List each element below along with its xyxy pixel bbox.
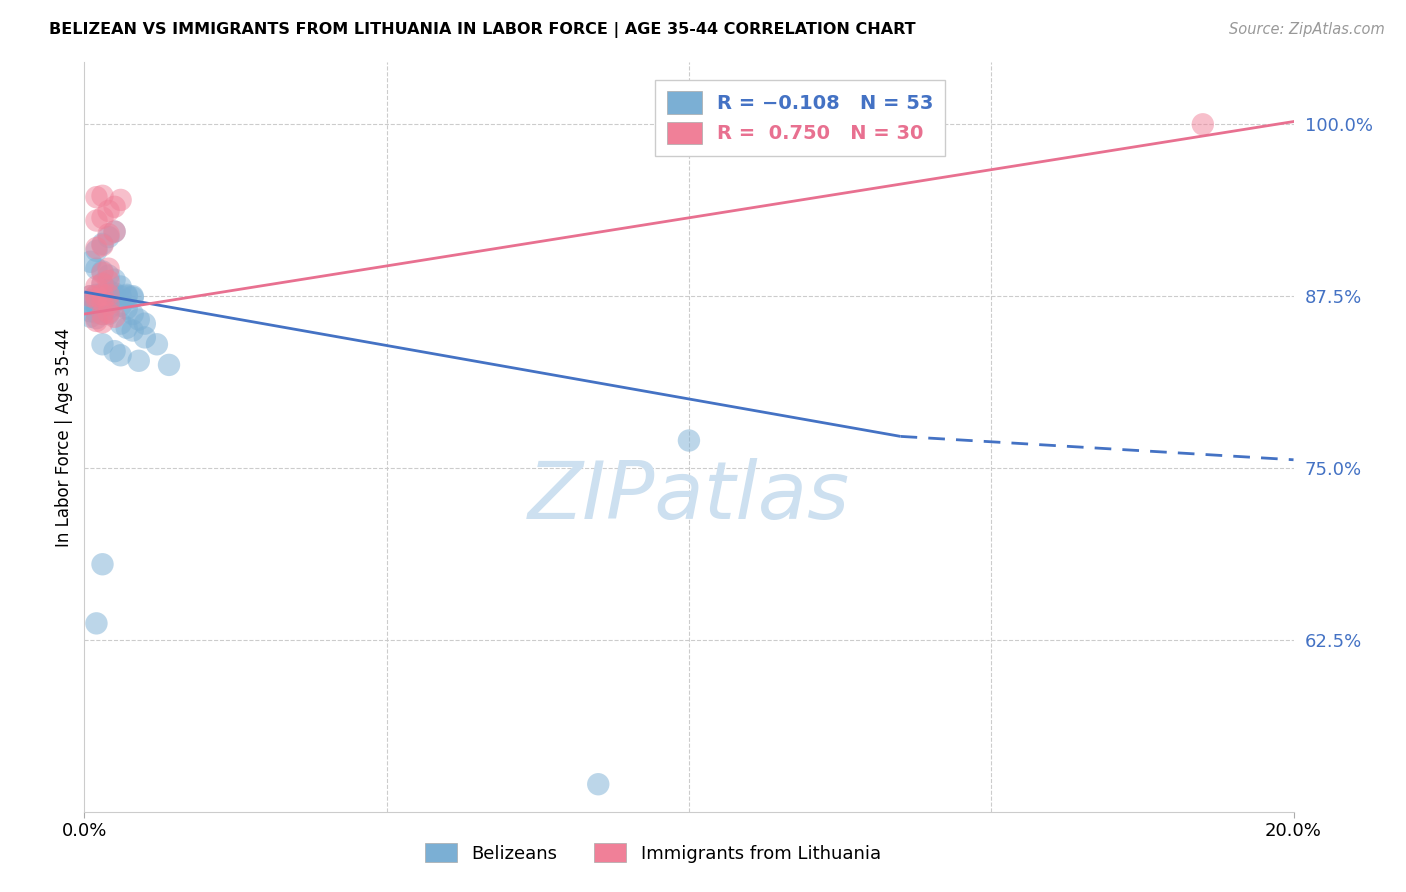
Point [86, 289, 108, 303]
Point [110, 279, 132, 293]
Point [86, 190, 108, 204]
Point [121, 291, 143, 305]
Point [97, 287, 120, 301]
Point [91, 296, 114, 310]
Point [91, 211, 114, 225]
Point [79, 293, 101, 308]
Point [104, 225, 127, 239]
Point [91, 558, 114, 572]
Point [91, 277, 114, 291]
Point [97, 287, 120, 301]
Point [121, 289, 143, 303]
Point [91, 307, 114, 321]
Point [91, 189, 114, 203]
Point [104, 200, 127, 214]
Point [97, 261, 120, 276]
Point [79, 254, 101, 268]
Point [128, 312, 150, 326]
Point [86, 616, 108, 631]
Text: Source: ZipAtlas.com: Source: ZipAtlas.com [1229, 22, 1385, 37]
Point [104, 286, 127, 301]
Point [157, 358, 180, 372]
Point [110, 317, 132, 331]
Point [97, 274, 120, 288]
Point [91, 307, 114, 321]
Point [115, 289, 138, 303]
Point [86, 292, 108, 306]
Point [97, 203, 120, 218]
Point [79, 289, 101, 303]
Point [104, 344, 127, 359]
Point [86, 244, 108, 258]
Point [115, 287, 138, 301]
Point [678, 434, 700, 448]
Point [588, 777, 610, 791]
Point [110, 193, 132, 207]
Text: ZIPatlas: ZIPatlas [527, 458, 851, 536]
Point [79, 297, 101, 311]
Point [738, 117, 761, 131]
Point [91, 277, 114, 291]
Point [86, 299, 108, 313]
Point [128, 353, 150, 368]
Point [146, 337, 169, 351]
Point [97, 230, 120, 244]
Legend: Belizeans, Immigrants from Lithuania: Belizeans, Immigrants from Lithuania [425, 843, 880, 863]
Point [115, 320, 138, 334]
Point [86, 261, 108, 276]
Point [91, 337, 114, 351]
Point [91, 315, 114, 329]
Point [86, 294, 108, 309]
Point [97, 268, 120, 283]
Point [1192, 117, 1215, 131]
Point [86, 314, 108, 328]
Y-axis label: In Labor Force | Age 35-44: In Labor Force | Age 35-44 [55, 327, 73, 547]
Point [86, 287, 108, 301]
Text: BELIZEAN VS IMMIGRANTS FROM LITHUANIA IN LABOR FORCE | AGE 35-44 CORRELATION CHA: BELIZEAN VS IMMIGRANTS FROM LITHUANIA IN… [49, 22, 915, 38]
Point [91, 286, 114, 301]
Point [97, 297, 120, 311]
Point [91, 294, 114, 309]
Point [79, 289, 101, 303]
Point [104, 294, 127, 309]
Point [91, 238, 114, 252]
Point [115, 301, 138, 316]
Point [91, 236, 114, 251]
Point [104, 273, 127, 287]
Point [86, 279, 108, 293]
Point [97, 306, 120, 320]
Point [110, 299, 132, 313]
Point [104, 225, 127, 239]
Point [91, 300, 114, 314]
Point [91, 264, 114, 278]
Point [91, 287, 114, 301]
Point [86, 213, 108, 227]
Point [86, 311, 108, 326]
Point [121, 324, 143, 338]
Point [104, 310, 127, 324]
Point [134, 330, 156, 344]
Point [79, 310, 101, 324]
Point [110, 348, 132, 362]
Point [110, 289, 132, 303]
Point [97, 301, 120, 316]
Point [97, 307, 120, 321]
Point [97, 284, 120, 298]
Point [97, 227, 120, 242]
Point [134, 317, 156, 331]
Point [86, 306, 108, 320]
Point [121, 307, 143, 321]
Point [104, 289, 127, 303]
Point [91, 266, 114, 280]
Point [79, 304, 101, 318]
Point [86, 241, 108, 255]
